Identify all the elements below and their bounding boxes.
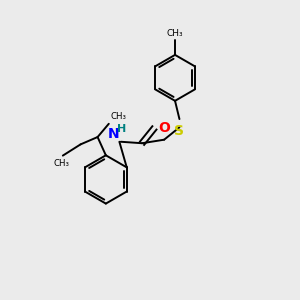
Text: CH₃: CH₃ xyxy=(54,159,70,168)
Text: CH₃: CH₃ xyxy=(110,112,126,122)
Text: N: N xyxy=(108,127,119,141)
Text: H: H xyxy=(117,124,127,134)
Text: CH₃: CH₃ xyxy=(167,29,183,38)
Text: O: O xyxy=(158,121,170,135)
Text: S: S xyxy=(174,124,184,138)
